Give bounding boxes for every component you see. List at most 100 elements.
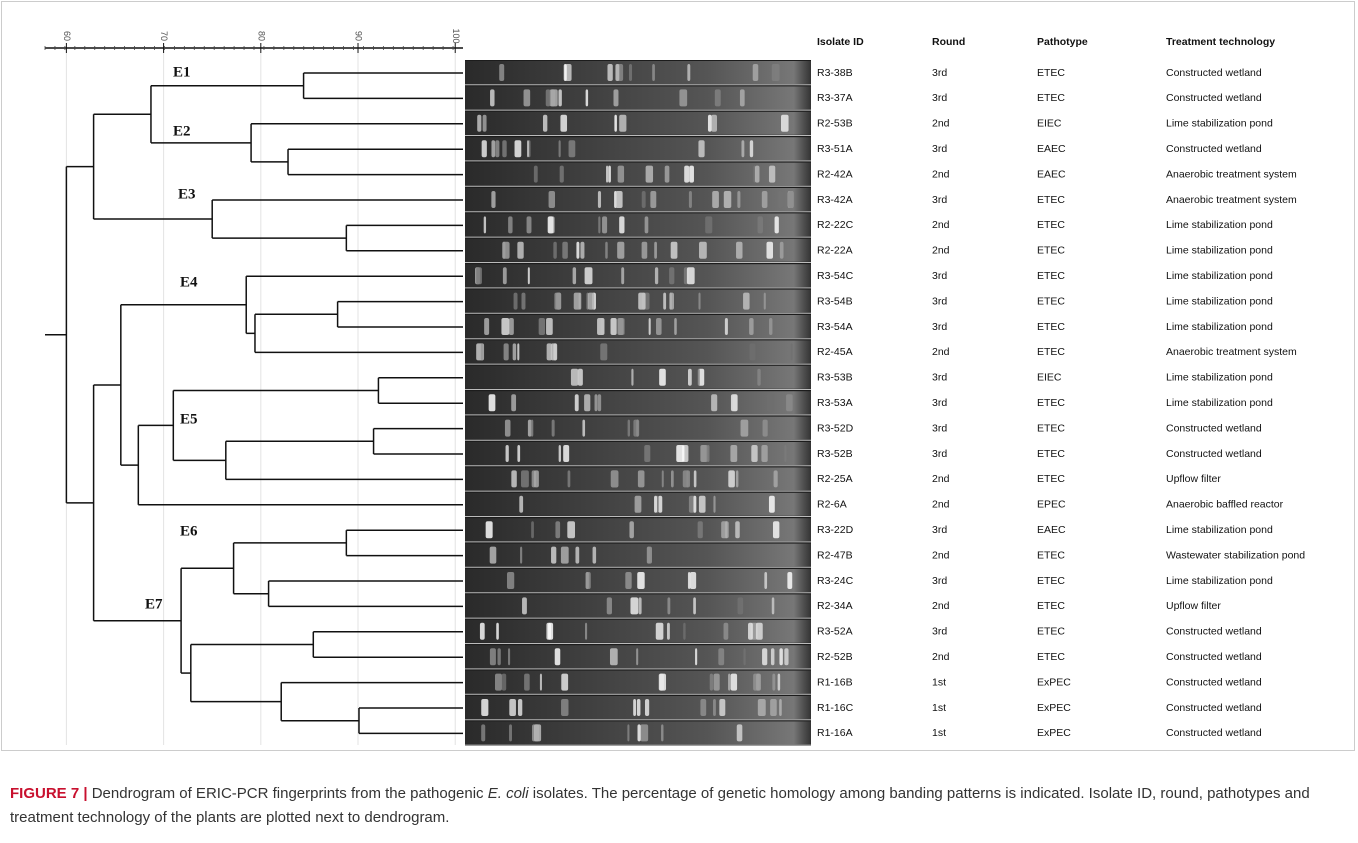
gel-band <box>509 724 512 741</box>
gel-band <box>638 293 645 310</box>
gel-band <box>647 547 650 564</box>
table-cell: 3rd <box>932 194 947 206</box>
table-cell: R3-52D <box>817 422 854 434</box>
gel-band <box>562 242 568 259</box>
column-header: Pathotype <box>1037 36 1088 48</box>
figure: 60708090100E1E2E3E4E5E6E7Isolate IDRound… <box>0 0 1358 760</box>
table-cell: ETEC <box>1037 321 1065 333</box>
gel-band <box>496 623 499 640</box>
gel-lane <box>465 86 811 109</box>
x-tick-label: 80 <box>256 31 266 41</box>
x-tick-label: 90 <box>354 31 364 41</box>
table-cell: 3rd <box>932 422 947 434</box>
gel-band <box>725 521 727 538</box>
gel-band <box>508 216 512 233</box>
table-cell: Anaerobic treatment system <box>1166 168 1297 180</box>
gel-band <box>695 648 697 665</box>
gel-band <box>667 623 670 640</box>
table-cell: R3-37A <box>817 92 853 104</box>
table-cell: ETEC <box>1037 295 1065 307</box>
table-cell: Constructed wetland <box>1166 92 1262 104</box>
gel-band <box>699 242 707 259</box>
cluster-label: E1 <box>173 64 191 80</box>
gel-band <box>693 597 696 614</box>
gel-band <box>694 470 697 487</box>
gel-band <box>575 394 579 411</box>
gel-band <box>713 496 715 513</box>
gel-band <box>593 547 597 564</box>
gel-band <box>534 724 541 741</box>
gel-band <box>486 521 493 538</box>
table-cell: Anaerobic treatment system <box>1166 346 1297 358</box>
table-cell: R1-16C <box>817 702 854 714</box>
table-cell: ETEC <box>1037 473 1065 485</box>
gel-band <box>741 420 749 437</box>
table-cell: R3-38B <box>817 67 853 79</box>
gel-band <box>499 64 504 81</box>
gel-band <box>711 394 717 411</box>
gel-band <box>671 470 674 487</box>
gel-band <box>630 597 638 614</box>
cluster-label: E4 <box>180 274 198 290</box>
gel-band <box>778 191 783 208</box>
table-cell: Lime stabilization pond <box>1166 118 1273 130</box>
gel-band <box>610 648 618 665</box>
table-cell: R1-16A <box>817 727 853 739</box>
gel-band <box>771 648 774 665</box>
gel-band <box>721 521 729 538</box>
gel-band <box>688 369 692 386</box>
gel-band <box>748 623 753 640</box>
table-cell: Constructed wetland <box>1166 143 1262 155</box>
gel-lane <box>465 61 811 84</box>
gel-band <box>730 445 737 462</box>
table-cell: R3-52A <box>817 626 853 638</box>
gel-band <box>707 445 710 462</box>
table-cell: EIEC <box>1037 118 1062 130</box>
column-header: Treatment technology <box>1166 36 1275 48</box>
gel-band <box>644 445 650 462</box>
table-cell: 2nd <box>932 346 950 358</box>
gel-band <box>736 470 738 487</box>
table-cell: ETEC <box>1037 92 1065 104</box>
gel-band <box>719 699 725 716</box>
gel-band <box>511 394 516 411</box>
gel-band <box>521 470 529 487</box>
gel-band <box>629 64 632 81</box>
gel-band <box>506 445 509 462</box>
table-cell: R2-34A <box>817 600 853 612</box>
gel-band <box>751 445 757 462</box>
gel-band <box>527 216 532 233</box>
gel-band <box>615 191 622 208</box>
gel-band <box>710 674 713 691</box>
table-cell: EAEC <box>1037 524 1066 536</box>
gel-band <box>698 293 700 310</box>
gel-band <box>698 369 700 386</box>
gel-band <box>633 699 636 716</box>
gel-band <box>584 394 590 411</box>
gel-band <box>619 115 626 132</box>
table-cell: R2-42A <box>817 168 853 180</box>
gel-band <box>769 166 775 183</box>
gel-band <box>495 674 502 691</box>
gel-band <box>568 470 571 487</box>
gel-band <box>534 166 538 183</box>
gel-lane <box>465 239 811 262</box>
gel-band <box>585 267 593 284</box>
table-cell: 3rd <box>932 372 947 384</box>
gel-band <box>646 166 653 183</box>
table-cell: 2nd <box>932 473 950 485</box>
gel-band <box>654 496 657 513</box>
table-cell: ETEC <box>1037 448 1065 460</box>
gel-band <box>764 572 767 589</box>
table-cell: Lime stabilization pond <box>1166 270 1273 282</box>
table-cell: ExPEC <box>1037 727 1071 739</box>
gel-band <box>575 547 579 564</box>
table-cell: R2-6A <box>817 499 847 511</box>
gel-band <box>539 318 545 335</box>
gel-band <box>689 191 692 208</box>
gel-band <box>689 166 694 183</box>
gel-band <box>621 267 624 284</box>
gel-band <box>636 648 638 665</box>
table-cell: Lime stabilization pond <box>1166 575 1273 587</box>
gel-band <box>546 318 553 335</box>
